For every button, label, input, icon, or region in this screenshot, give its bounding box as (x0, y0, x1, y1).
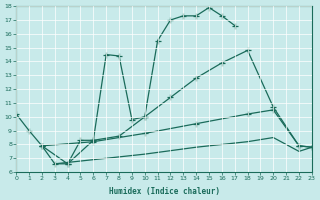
X-axis label: Humidex (Indice chaleur): Humidex (Indice chaleur) (108, 187, 220, 196)
